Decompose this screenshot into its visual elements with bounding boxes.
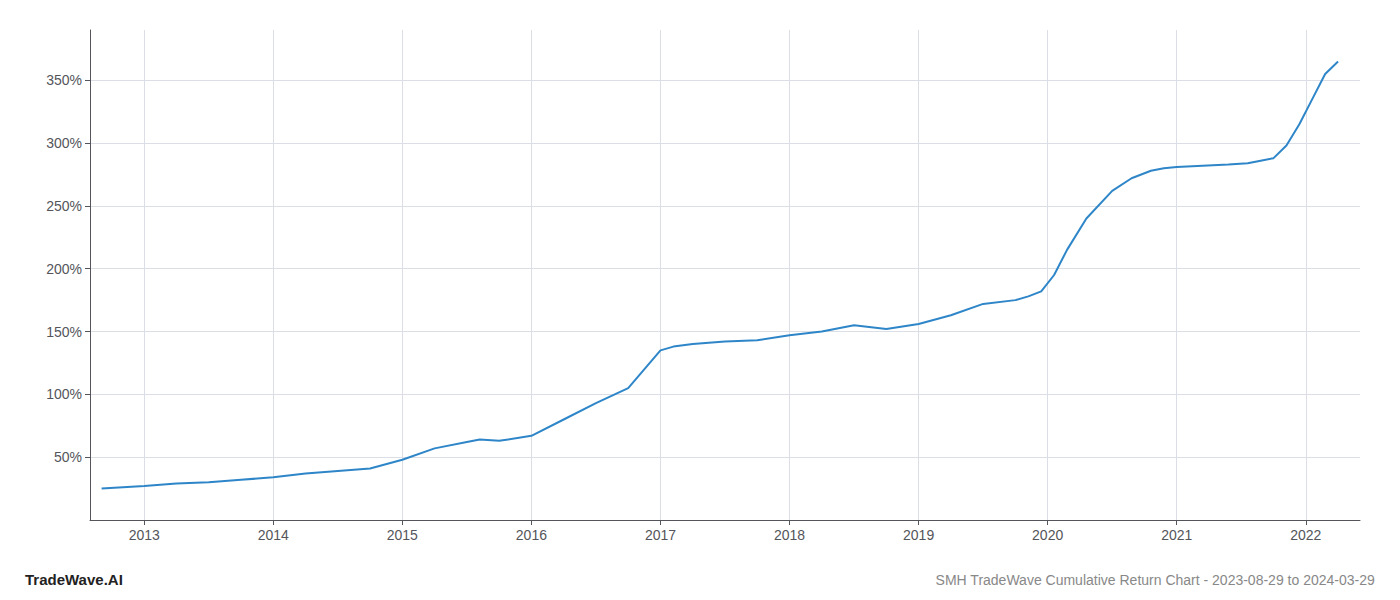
svg-text:2014: 2014 xyxy=(258,527,289,543)
svg-text:2021: 2021 xyxy=(1161,527,1192,543)
svg-text:2020: 2020 xyxy=(1032,527,1063,543)
svg-text:300%: 300% xyxy=(46,135,82,151)
svg-text:2016: 2016 xyxy=(516,527,547,543)
svg-text:200%: 200% xyxy=(46,261,82,277)
svg-text:SMH TradeWave Cumulative Retur: SMH TradeWave Cumulative Return Chart - … xyxy=(936,572,1375,588)
svg-text:100%: 100% xyxy=(46,386,82,402)
svg-text:2022: 2022 xyxy=(1290,527,1321,543)
svg-text:2017: 2017 xyxy=(645,527,676,543)
svg-text:350%: 350% xyxy=(46,72,82,88)
svg-text:2019: 2019 xyxy=(903,527,934,543)
svg-text:2018: 2018 xyxy=(774,527,805,543)
svg-text:2015: 2015 xyxy=(387,527,418,543)
svg-text:2013: 2013 xyxy=(129,527,160,543)
svg-text:150%: 150% xyxy=(46,324,82,340)
svg-text:50%: 50% xyxy=(54,449,82,465)
svg-text:250%: 250% xyxy=(46,198,82,214)
svg-text:TradeWave.AI: TradeWave.AI xyxy=(25,571,123,588)
